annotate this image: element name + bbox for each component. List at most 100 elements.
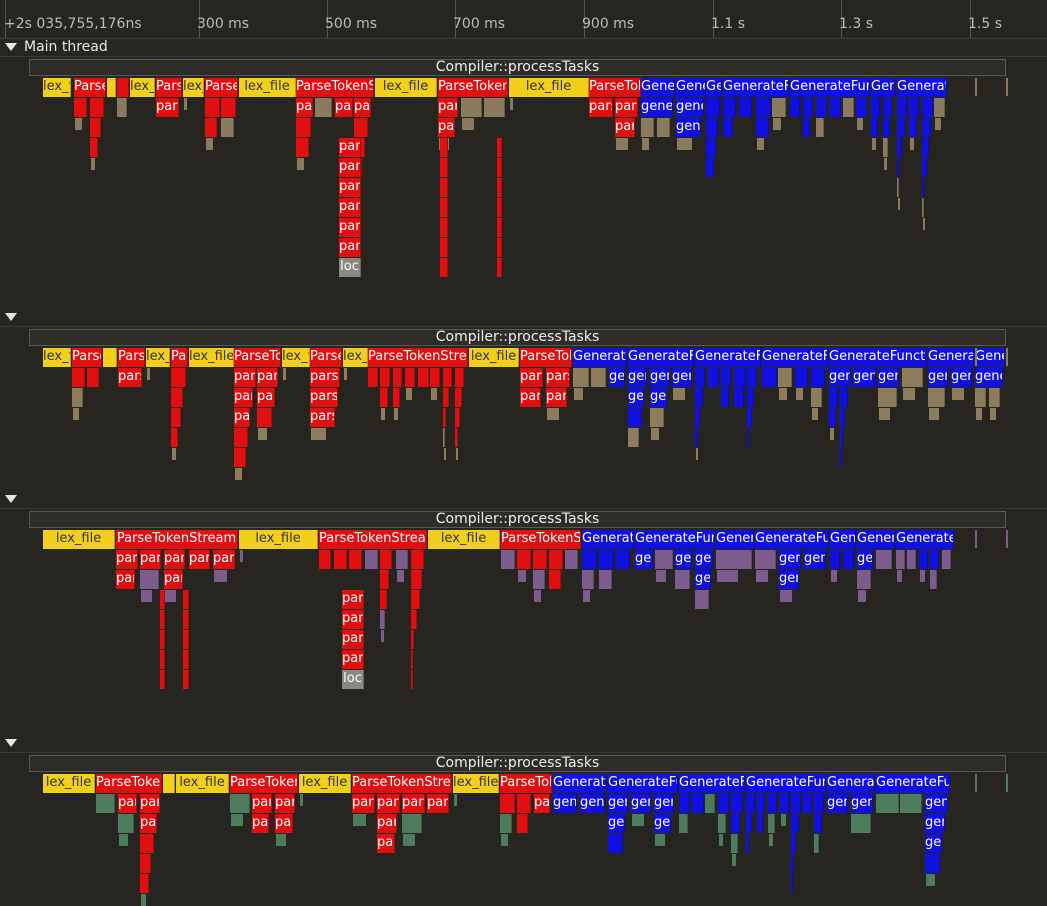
parse-subtask-block[interactable] — [160, 670, 165, 689]
sample-marker[interactable] — [381, 630, 384, 642]
parse-subtask-block[interactable]: parseBlock — [275, 794, 295, 813]
gen-task-block[interactable]: GenerateFunction — [857, 530, 895, 549]
gen-subtask-block[interactable] — [795, 368, 808, 387]
lex-task-block[interactable]: lex_file — [239, 78, 296, 97]
gen-subtask-block[interactable] — [814, 794, 824, 813]
parse-subtask-block[interactable] — [380, 610, 385, 629]
parse-subtask-block[interactable] — [455, 368, 464, 387]
gen-subtask-block[interactable] — [746, 814, 752, 833]
parse-subtask-block[interactable] — [296, 138, 309, 157]
lex-task-block[interactable] — [103, 348, 117, 367]
gen-subtask-block[interactable] — [718, 814, 726, 833]
parse-task-block[interactable]: ParseTokenStream — [116, 530, 238, 549]
lex-task-block[interactable]: lex_file — [282, 348, 310, 367]
sample-marker[interactable] — [773, 118, 781, 130]
parse-task-block[interactable]: ParseTokenStream — [72, 348, 102, 367]
parse-subtask-block[interactable] — [349, 550, 362, 569]
sample-marker[interactable] — [147, 368, 150, 380]
sample-marker[interactable] — [394, 408, 398, 420]
parse-subtask-block[interactable]: parseBlock — [438, 118, 455, 137]
gen-subtask-block[interactable] — [721, 388, 729, 407]
lex-task-block[interactable] — [107, 78, 116, 97]
gen-subtask-block[interactable]: generateBody — [928, 368, 948, 387]
sample-marker[interactable] — [276, 834, 286, 846]
parse-subtask-block[interactable] — [533, 550, 547, 569]
gen-subtask-block[interactable] — [757, 794, 765, 813]
parse-subtask-block[interactable]: parseBlock — [213, 550, 235, 569]
gen-subtask-block[interactable] — [830, 98, 841, 117]
gen-subtask-block[interactable] — [830, 550, 840, 569]
lex-task-block[interactable]: lex_file — [375, 78, 437, 97]
gen-subtask-block[interactable] — [616, 550, 630, 569]
parse-subtask-block[interactable] — [440, 198, 448, 217]
parse-subtask-block[interactable] — [296, 118, 311, 137]
gen-subtask-block[interactable] — [829, 408, 836, 427]
parse-subtask-block[interactable] — [501, 550, 515, 569]
gen-subtask-block[interactable] — [934, 98, 945, 117]
parse-subtask-block[interactable]: parseBlock — [427, 794, 449, 813]
gen-subtask-block[interactable] — [803, 794, 812, 813]
gen-subtask-block[interactable] — [922, 98, 933, 117]
gen-subtask-block[interactable] — [851, 814, 871, 833]
sample-marker[interactable] — [975, 348, 977, 366]
parse-subtask-block[interactable]: parseBlock — [164, 570, 183, 589]
parse-subtask-block[interactable]: parseBlock — [546, 368, 570, 387]
gen-subtask-block[interactable] — [816, 98, 827, 117]
gen-subtask-block[interactable] — [650, 408, 664, 427]
gen-subtask-block[interactable]: generateBody — [580, 794, 605, 813]
gen-task-block[interactable]: GenerateFunction — [553, 774, 607, 793]
collapse-toggle-icon[interactable] — [5, 495, 17, 503]
sample-marker[interactable] — [510, 98, 513, 110]
parse-subtask-block[interactable]: parseBlock — [296, 98, 313, 117]
parse-subtask-block[interactable]: parseBlock — [342, 650, 364, 669]
gen-subtask-block[interactable] — [695, 428, 698, 447]
sample-marker[interactable] — [1006, 78, 1008, 96]
gen-subtask-block[interactable]: generateBody — [628, 368, 647, 387]
gen-subtask-block[interactable]: generate — [925, 834, 942, 853]
parse-subtask-block[interactable] — [411, 610, 417, 629]
gen-subtask-block[interactable] — [856, 98, 867, 117]
parse-subtask-block[interactable] — [234, 428, 248, 447]
gen-task-block[interactable]: GenerateFunction — [790, 78, 870, 97]
parse-task-block[interactable]: ParseTokenStream — [74, 78, 106, 97]
collapse-toggle-icon[interactable] — [5, 313, 17, 321]
parse-subtask-block[interactable] — [440, 158, 448, 177]
parse-subtask-block[interactable]: parseBlock — [257, 368, 278, 387]
lex-task-block[interactable]: lex_file — [183, 78, 204, 97]
gen-task-block[interactable]: GenerateFunction — [706, 78, 722, 97]
parse-task-block[interactable]: ParseTokenStream — [96, 774, 162, 793]
gen-task-block[interactable]: GenerateFunction — [829, 348, 927, 367]
sample-marker[interactable] — [990, 408, 996, 420]
gen-subtask-block[interactable] — [930, 570, 937, 589]
lex-task-block[interactable]: lex_file — [43, 774, 95, 793]
parse-subtask-block[interactable]: parseBlock — [140, 814, 157, 833]
parse-subtask-block[interactable] — [72, 388, 83, 407]
parse-task-block[interactable]: ParseTokenStream — [230, 774, 298, 793]
parse-subtask-block[interactable] — [230, 794, 250, 813]
gen-subtask-block[interactable] — [756, 118, 769, 137]
gen-subtask-block[interactable] — [883, 118, 890, 137]
sample-marker[interactable] — [456, 448, 458, 460]
gen-subtask-block[interactable] — [843, 550, 854, 569]
gen-subtask-block[interactable] — [772, 98, 786, 117]
parse-subtask-block[interactable]: parseBlock — [520, 388, 541, 407]
gen-task-block[interactable]: GenerateFunction — [679, 774, 745, 793]
gen-subtask-block[interactable]: generateBody — [608, 794, 628, 813]
gen-subtask-block[interactable] — [718, 794, 729, 813]
parse-subtask-block[interactable] — [497, 238, 502, 257]
parse-subtask-block[interactable] — [517, 794, 531, 813]
gen-subtask-block[interactable] — [878, 388, 897, 407]
parse-subtask-block[interactable]: parseBlock — [189, 550, 210, 569]
sample-marker[interactable] — [300, 794, 303, 806]
gen-subtask-block[interactable] — [791, 814, 799, 833]
gen-subtask-block[interactable] — [679, 794, 690, 813]
parse-subtask-block[interactable] — [183, 630, 189, 649]
gen-subtask-block[interactable] — [657, 118, 670, 137]
sample-marker[interactable] — [872, 138, 876, 150]
parse-subtask-block[interactable]: parseBlock — [116, 570, 135, 589]
parse-subtask-block[interactable]: parseBlock — [438, 98, 458, 117]
parse-subtask-block[interactable] — [90, 98, 104, 117]
gen-subtask-block[interactable]: generateBody — [975, 368, 1003, 387]
gen-subtask-block[interactable] — [791, 874, 793, 893]
parse-subtask-block[interactable]: parseBlock — [234, 388, 253, 407]
